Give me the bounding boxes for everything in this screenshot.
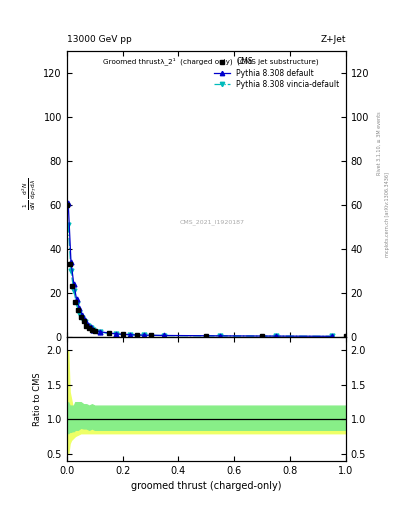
Pythia 8.308 vincia-default	[274, 333, 278, 339]
Pythia 8.308 default	[162, 332, 167, 338]
Text: 13000 GeV pp: 13000 GeV pp	[67, 34, 132, 44]
Pythia 8.308 vincia-default	[69, 268, 73, 274]
Pythia 8.308 vincia-default	[77, 309, 82, 315]
Text: CMS_2021_I1920187: CMS_2021_I1920187	[180, 220, 244, 225]
Pythia 8.308 vincia-default	[83, 319, 87, 326]
CMS	[84, 323, 89, 329]
Pythia 8.308 default	[141, 332, 146, 338]
Pythia 8.308 vincia-default	[218, 333, 222, 339]
CMS	[260, 333, 264, 339]
Pythia 8.308 vincia-default	[66, 222, 71, 228]
Pythia 8.308 default	[113, 331, 118, 337]
CMS	[92, 328, 97, 334]
CMS	[148, 332, 153, 338]
Pythia 8.308 default	[74, 296, 79, 303]
CMS	[75, 307, 80, 313]
CMS	[70, 283, 75, 289]
Pythia 8.308 vincia-default	[98, 329, 103, 335]
Text: mcplots.cern.ch [arXiv:1306.3436]: mcplots.cern.ch [arXiv:1306.3436]	[385, 173, 389, 258]
Line: Pythia 8.308 default: Pythia 8.308 default	[66, 200, 334, 339]
Pythia 8.308 default	[72, 281, 76, 287]
Pythia 8.308 default	[329, 333, 334, 339]
CMS	[90, 327, 94, 333]
CMS	[87, 325, 92, 331]
Pythia 8.308 default	[91, 327, 95, 333]
Pythia 8.308 default	[69, 259, 73, 265]
Pythia 8.308 default	[274, 333, 278, 339]
Pythia 8.308 vincia-default	[88, 325, 93, 331]
Legend: CMS, Pythia 8.308 default, Pythia 8.308 vincia-default: CMS, Pythia 8.308 default, Pythia 8.308 …	[211, 55, 342, 91]
CMS	[81, 318, 86, 325]
Pythia 8.308 vincia-default	[127, 332, 132, 338]
Y-axis label: $\frac{1}{\mathrm{d}N}$ $\frac{\mathrm{d}^2 N}{\mathrm{d}p_T\,\mathrm{d}\lambda}: $\frac{1}{\mathrm{d}N}$ $\frac{\mathrm{d…	[21, 178, 39, 210]
Pythia 8.308 vincia-default	[329, 333, 334, 339]
Pythia 8.308 vincia-default	[162, 332, 167, 338]
Pythia 8.308 vincia-default	[80, 315, 84, 321]
Pythia 8.308 vincia-default	[85, 323, 90, 329]
CMS	[343, 333, 348, 339]
CMS	[120, 331, 125, 337]
Pythia 8.308 default	[85, 322, 90, 328]
Line: Pythia 8.308 vincia-default: Pythia 8.308 vincia-default	[66, 222, 334, 339]
Line: CMS: CMS	[64, 202, 348, 338]
CMS	[73, 298, 77, 305]
Pythia 8.308 vincia-default	[91, 327, 95, 333]
Pythia 8.308 vincia-default	[74, 301, 79, 307]
Pythia 8.308 default	[77, 305, 82, 311]
Pythia 8.308 default	[80, 312, 84, 318]
CMS	[64, 202, 69, 208]
CMS	[134, 332, 139, 338]
Y-axis label: Ratio to CMS: Ratio to CMS	[33, 372, 42, 425]
Pythia 8.308 vincia-default	[72, 288, 76, 294]
Text: Rivet 3.1.10, ≥ 3M events: Rivet 3.1.10, ≥ 3M events	[377, 112, 382, 175]
Text: Z+Jet: Z+Jet	[320, 34, 346, 44]
Pythia 8.308 default	[127, 332, 132, 338]
Pythia 8.308 default	[98, 329, 103, 335]
Pythia 8.308 default	[66, 200, 71, 206]
CMS	[204, 333, 209, 339]
CMS	[67, 261, 72, 267]
Pythia 8.308 default	[88, 325, 93, 331]
Pythia 8.308 default	[83, 317, 87, 323]
Pythia 8.308 default	[218, 333, 222, 339]
Text: Groomed thrustλ_2¹  (charged only)  (CMS jet substructure): Groomed thrustλ_2¹ (charged only) (CMS j…	[103, 57, 319, 65]
Pythia 8.308 vincia-default	[113, 331, 118, 337]
CMS	[106, 330, 111, 336]
Pythia 8.308 vincia-default	[141, 332, 146, 338]
CMS	[79, 314, 83, 320]
X-axis label: groomed thrust (charged-only): groomed thrust (charged-only)	[131, 481, 281, 491]
